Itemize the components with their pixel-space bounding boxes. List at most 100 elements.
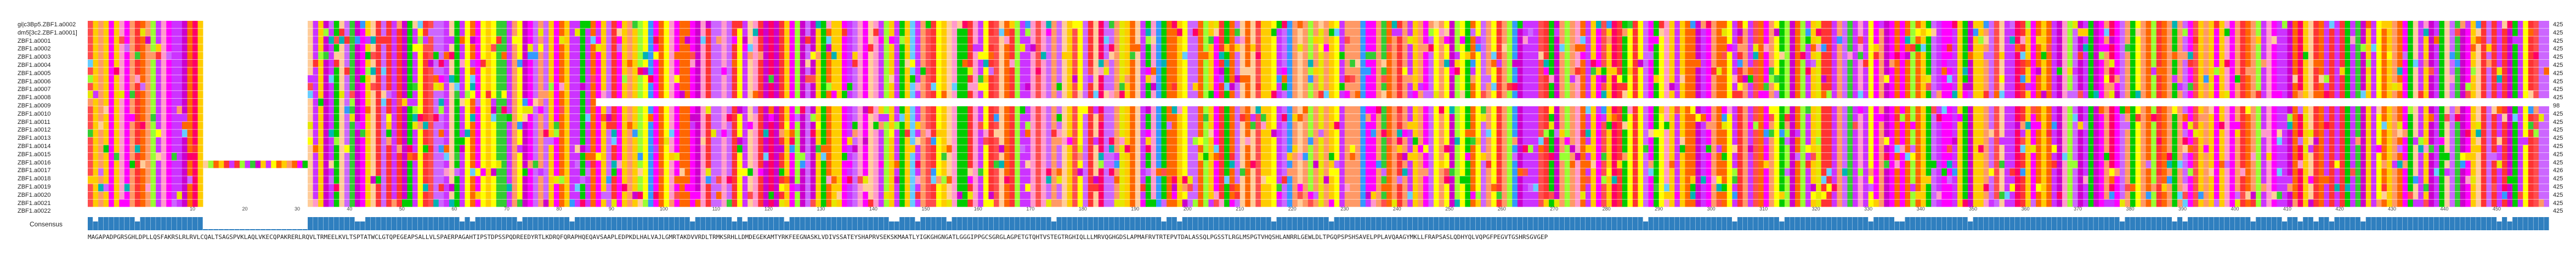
residue-cell[interactable]: [1062, 83, 1067, 90]
residue-cell[interactable]: [1711, 36, 1717, 44]
residue-cell[interactable]: [2156, 29, 2162, 36]
residue-cell[interactable]: [1386, 44, 1392, 52]
residue-cell[interactable]: [2423, 67, 2429, 75]
residue-cell[interactable]: [2444, 29, 2450, 36]
residue-cell[interactable]: [423, 106, 428, 114]
residue-cell[interactable]: [412, 44, 418, 52]
residue-cell[interactable]: [2141, 75, 2147, 83]
residue-cell[interactable]: [695, 44, 701, 52]
residue-cell[interactable]: [1763, 67, 1769, 75]
residue-cell[interactable]: [1873, 36, 1879, 44]
residue-cell[interactable]: [2318, 52, 2324, 60]
residue-cell[interactable]: [2193, 83, 2199, 90]
residue-cell[interactable]: [2528, 21, 2534, 29]
residue-cell[interactable]: [621, 44, 627, 52]
residue-cell[interactable]: [2308, 21, 2314, 29]
residue-cell[interactable]: [653, 83, 659, 90]
residue-cell[interactable]: [2538, 36, 2544, 44]
residue-cell[interactable]: [114, 59, 120, 67]
residue-cell[interactable]: [1543, 29, 1549, 36]
residue-cell[interactable]: [732, 36, 738, 44]
residue-cell[interactable]: [323, 75, 329, 83]
residue-cell[interactable]: [145, 44, 151, 52]
residue-cell[interactable]: [1103, 106, 1109, 114]
residue-cell[interactable]: [150, 98, 156, 106]
residue-cell[interactable]: [575, 67, 580, 75]
residue-cell[interactable]: [1994, 44, 2000, 52]
residue-cell[interactable]: [700, 21, 706, 29]
residue-cell[interactable]: [1376, 52, 1382, 60]
residue-cell[interactable]: [1554, 44, 1560, 52]
residue-cell[interactable]: [1491, 36, 1497, 44]
residue-cell[interactable]: [2486, 21, 2492, 29]
residue-cell[interactable]: [1271, 21, 1277, 29]
residue-cell[interactable]: [171, 83, 177, 90]
residue-cell[interactable]: [559, 67, 565, 75]
residue-cell[interactable]: [2277, 21, 2283, 29]
residue-cell[interactable]: [616, 36, 622, 44]
residue-cell[interactable]: [1313, 52, 1319, 60]
residue-cell[interactable]: [528, 75, 533, 83]
residue-cell[interactable]: [972, 67, 978, 75]
residue-cell[interactable]: [1307, 29, 1314, 36]
residue-cell[interactable]: [1287, 90, 1293, 99]
residue-cell[interactable]: [2512, 36, 2518, 44]
residue-cell[interactable]: [1371, 59, 1377, 67]
residue-cell[interactable]: [1077, 36, 1083, 44]
residue-cell[interactable]: [1941, 75, 1947, 83]
residue-cell[interactable]: [1711, 44, 1717, 52]
residue-cell[interactable]: [129, 67, 135, 75]
residue-cell[interactable]: [1083, 75, 1089, 83]
residue-cell[interactable]: [1549, 67, 1554, 75]
residue-cell[interactable]: [2455, 67, 2460, 75]
residue-cell[interactable]: [1004, 44, 1010, 52]
residue-cell[interactable]: [569, 44, 575, 52]
residue-cell[interactable]: [1067, 29, 1073, 36]
residue-cell[interactable]: [491, 21, 497, 29]
residue-cell[interactable]: [1543, 36, 1549, 44]
residue-cell[interactable]: [401, 106, 407, 114]
residue-cell[interactable]: [1915, 83, 1921, 90]
residue-cell[interactable]: [1182, 44, 1188, 52]
residue-cell[interactable]: [2193, 52, 2199, 60]
residue-cell[interactable]: [967, 59, 973, 67]
residue-cell[interactable]: [664, 44, 670, 52]
residue-cell[interactable]: [1124, 59, 1130, 67]
residue-cell[interactable]: [1816, 44, 1821, 52]
residue-cell[interactable]: [784, 36, 790, 44]
residue-cell[interactable]: [1371, 67, 1377, 75]
residue-cell[interactable]: [480, 36, 486, 44]
residue-cell[interactable]: [381, 83, 387, 90]
residue-cell[interactable]: [438, 83, 444, 90]
residue-cell[interactable]: [1643, 67, 1649, 75]
residue-cell[interactable]: [1318, 44, 1324, 52]
residue-cell[interactable]: [705, 106, 711, 114]
residue-cell[interactable]: [1543, 44, 1549, 52]
residue-cell[interactable]: [2397, 83, 2403, 90]
residue-cell[interactable]: [716, 90, 722, 99]
residue-cell[interactable]: [1622, 44, 1628, 52]
residue-cell[interactable]: [1706, 44, 1712, 52]
residue-cell[interactable]: [1941, 36, 1947, 44]
residue-cell[interactable]: [156, 98, 161, 106]
residue-cell[interactable]: [831, 90, 837, 99]
residue-cell[interactable]: [795, 44, 800, 52]
residue-cell[interactable]: [1878, 106, 1884, 114]
residue-cell[interactable]: [2036, 52, 2042, 60]
residue-cell[interactable]: [2386, 83, 2392, 90]
residue-cell[interactable]: [1543, 90, 1549, 99]
residue-cell[interactable]: [1816, 106, 1821, 114]
residue-cell[interactable]: [957, 52, 963, 60]
residue-cell[interactable]: [1407, 90, 1413, 99]
residue-cell[interactable]: [2413, 67, 2419, 75]
residue-cell[interactable]: [2340, 29, 2345, 36]
residue-cell[interactable]: [1072, 44, 1078, 52]
residue-cell[interactable]: [1999, 67, 2005, 75]
residue-cell[interactable]: [386, 59, 392, 67]
residue-cell[interactable]: [831, 106, 837, 114]
residue-cell[interactable]: [1936, 75, 1942, 83]
residue-cell[interactable]: [941, 36, 947, 44]
residue-cell[interactable]: [1779, 21, 1785, 29]
residue-cell[interactable]: [485, 67, 491, 75]
residue-cell[interactable]: [166, 98, 172, 106]
